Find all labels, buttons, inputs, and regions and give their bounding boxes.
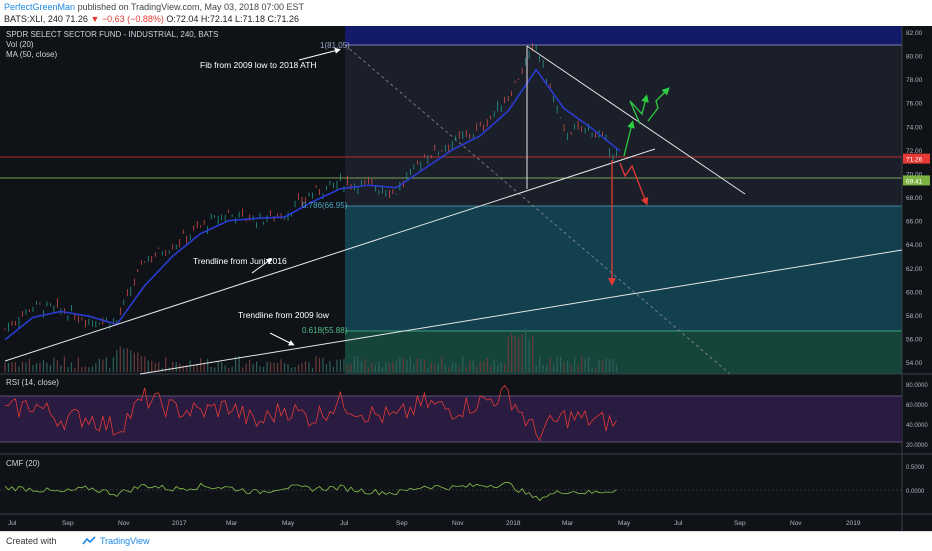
time-axis-label: Nov [118, 520, 130, 527]
legend-vol: Vol (20) [6, 40, 34, 49]
time-axis-label: Mar [562, 520, 574, 527]
time-axis-label: Sep [396, 520, 408, 527]
publish-info: published on TradingView.com, May 03, 20… [77, 2, 305, 12]
time-axis-label: May [282, 520, 295, 527]
price-axis-label: 68.00 [906, 195, 923, 202]
time-axis-label: Nov [452, 520, 464, 527]
annotation-fib-note: Fib from 2009 low to 2018 ATH [200, 60, 317, 70]
fib-label-1: 1(81.05) [320, 41, 350, 50]
fib-zone-mid [345, 206, 902, 331]
price-axis-label: 66.00 [906, 219, 923, 226]
price-axis-label: 56.00 [906, 337, 923, 344]
price-axis-label: 60.00 [906, 289, 923, 296]
price-axis-label: 74.00 [906, 124, 923, 131]
price-axis-label: 76.00 [906, 101, 923, 108]
fib-label-786: 0.786(66.95) [302, 201, 348, 210]
price-axis-label: 80.00 [906, 53, 923, 60]
rsi-axis-label: 80.0000 [906, 383, 928, 389]
chart-canvas[interactable]: Fib from 2009 low to 2018 ATH Trendline … [0, 26, 932, 531]
time-axis-label: Sep [62, 520, 74, 527]
legend-title: SPDR SELECT SECTOR FUND - INDUSTRIAL, 24… [6, 30, 219, 39]
footer-brand[interactable]: TradingView [100, 536, 150, 546]
time-axis-label: 2017 [172, 520, 187, 527]
trend2016-arrow [251, 258, 273, 274]
time-axis-label: Mar [226, 520, 238, 527]
plot-layer [0, 43, 902, 502]
header-line-1: PerfectGreenMan published on TradingView… [4, 2, 304, 12]
publish-header: PerfectGreenMan published on TradingView… [0, 0, 932, 26]
time-axis-label: Jul [8, 520, 17, 527]
price-axis-label: 64.00 [906, 242, 923, 249]
red-arrow-short[interactable] [619, 162, 649, 206]
price-change: ▼ −0.63 (−0.88%) [90, 14, 164, 24]
last-price-tag-bg [903, 153, 930, 164]
trend2009-arrow [269, 332, 295, 346]
legend-ma: MA (50, close) [6, 50, 57, 59]
time-axis-label: 2019 [846, 520, 861, 527]
legend-rsi: RSI (14, close) [6, 378, 59, 387]
price-axis-label: 58.00 [906, 313, 923, 320]
fib-zone-low [345, 331, 902, 374]
time-axis-label: 2018 [506, 520, 521, 527]
price-axis-label: 72.00 [906, 148, 923, 155]
price-axis-label: 82.00 [906, 30, 923, 37]
chart-area[interactable]: Fib from 2009 low to 2018 ATH Trendline … [0, 26, 932, 531]
green-arrow-3[interactable] [647, 87, 670, 122]
ohlc-values: O:72.04 H:72.14 L:71.18 C:71.26 [166, 14, 300, 24]
author-link[interactable]: PerfectGreenMan [4, 2, 76, 12]
fib-zone-top [345, 26, 902, 45]
symbol-label: BATS:XLI, 240 [4, 14, 63, 24]
time-axis-label: Sep [734, 520, 746, 527]
axes-layer: 82.00 80.00 78.00 76.00 74.00 72.00 70.00 68.00… [8, 30, 930, 527]
time-axis-label: Jul [674, 520, 683, 527]
rsi-band [0, 396, 902, 442]
annotation-trend-2009: Trendline from 2009 low [238, 310, 330, 320]
time-axis-label: May [618, 520, 631, 527]
ath-trendline[interactable] [526, 45, 746, 195]
time-axis-label: Jul [340, 520, 349, 527]
fib-label-618: 0.618(55.88) [302, 326, 348, 335]
fib-note-arrow [298, 47, 341, 61]
green-arrow-2[interactable] [629, 94, 649, 125]
rsi-line [4, 384, 617, 442]
trendline-2009-low[interactable] [139, 249, 903, 375]
trendline-juni-2016[interactable] [4, 148, 656, 362]
header-line-2: BATS:XLI, 240 71.26 ▼ −0.63 (−0.88%) O:7… [4, 14, 299, 24]
fib-diagonal[interactable] [344, 44, 731, 375]
fib-zone-upper [345, 45, 902, 206]
cmf-line [4, 481, 617, 502]
level-price-tag-bg [903, 175, 930, 186]
level-price-tag: 69.41 [906, 178, 923, 185]
green-arrow-1[interactable] [623, 120, 635, 157]
price-axis-label: 78.00 [906, 77, 923, 84]
cmf-axis-label: 0.5000 [906, 465, 925, 471]
footer-created: Created with [6, 536, 57, 546]
annotation-trend-2016: Trendline from Juni 2016 [193, 256, 287, 266]
rsi-axis-label: 40.0000 [906, 423, 928, 429]
price-axis-label: 54.00 [906, 360, 923, 367]
tradingview-logo-icon [82, 536, 96, 545]
footer: Created with TradingView [0, 531, 932, 551]
legend-cmf: CMF (20) [6, 459, 40, 468]
last-price-tag: 71.26 [906, 157, 923, 164]
rsi-axis-label: 20.0000 [906, 443, 928, 449]
ma-line [4, 68, 621, 341]
time-axis-label: Nov [790, 520, 802, 527]
price-axis-label: 70.00 [906, 171, 923, 178]
price-axis-label: 62.00 [906, 266, 923, 273]
cmf-axis-label: 0.0000 [906, 489, 925, 495]
last-price: 71.26 [65, 14, 88, 24]
rsi-axis-label: 60.0000 [906, 403, 928, 409]
